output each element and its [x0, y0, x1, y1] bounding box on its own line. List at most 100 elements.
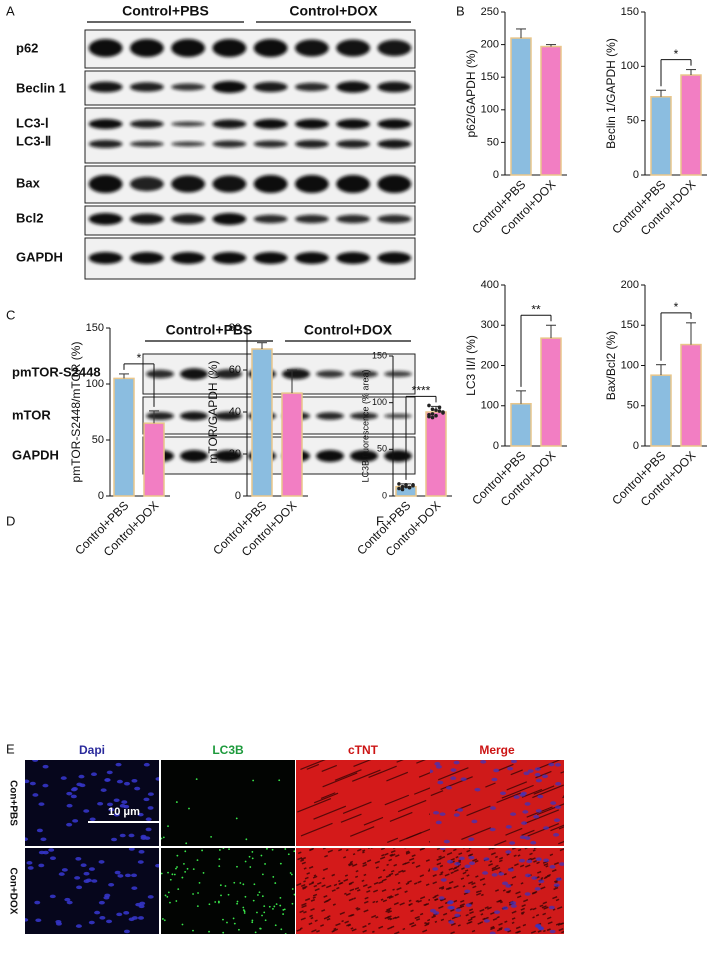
nucleus: [123, 929, 130, 934]
texture: [373, 881, 379, 885]
puncta: [222, 931, 225, 934]
nucleus: [555, 877, 562, 882]
nucleus: [524, 836, 531, 840]
nucleus: [140, 836, 147, 840]
texture: [425, 922, 430, 925]
texture: [394, 873, 399, 876]
nucleus: [75, 857, 82, 861]
puncta: [233, 881, 236, 884]
texture: [336, 886, 340, 890]
band: [180, 368, 208, 380]
row-label: GAPDH: [16, 249, 63, 264]
nucleus: [491, 873, 498, 877]
bar: [281, 392, 303, 497]
band: [212, 81, 247, 93]
texture: [443, 912, 448, 916]
puncta: [184, 870, 187, 873]
data-point: [434, 408, 438, 412]
nucleus: [450, 776, 457, 781]
band: [129, 39, 164, 57]
texture: [533, 860, 537, 863]
nucleus: [137, 916, 144, 920]
texture: [408, 899, 412, 902]
nucleus: [549, 929, 556, 934]
puncta: [243, 912, 246, 914]
puncta: [188, 807, 190, 810]
group-label: Control+DOX: [304, 322, 393, 338]
texture: [338, 848, 343, 852]
data-point: [407, 485, 412, 490]
nucleus: [522, 810, 529, 814]
puncta: [256, 911, 258, 914]
texture: [308, 922, 313, 926]
texture: [558, 840, 564, 845]
texture: [344, 874, 349, 877]
band: [212, 252, 247, 264]
texture: [425, 883, 430, 887]
y-tick-label: 0: [633, 169, 639, 181]
texture: [394, 931, 400, 934]
y-tick-label: 100: [86, 378, 104, 390]
puncta: [253, 883, 256, 886]
texture: [485, 782, 496, 788]
texture: [542, 912, 547, 916]
puncta: [227, 893, 230, 896]
texture: [432, 881, 438, 885]
texture: [393, 863, 398, 867]
nucleus: [74, 876, 81, 880]
nucleus: [505, 850, 512, 854]
texture: [380, 848, 386, 851]
puncta: [169, 901, 171, 904]
puncta: [289, 872, 292, 874]
texture: [530, 930, 537, 934]
texture: [450, 908, 455, 912]
texture: [543, 876, 548, 880]
texture: [389, 917, 393, 921]
texture: [455, 855, 459, 859]
texture: [370, 848, 374, 849]
bar: [650, 374, 672, 447]
nucleus: [434, 762, 441, 766]
texture: [522, 923, 527, 927]
puncta: [236, 902, 238, 905]
texture: [439, 872, 443, 876]
band: [384, 450, 412, 462]
nucleus: [453, 760, 460, 765]
bar: [680, 74, 702, 176]
texture: [560, 771, 564, 774]
bar: [650, 96, 672, 176]
nucleus: [507, 868, 514, 872]
panel-label: F: [376, 513, 384, 528]
nucleus: [42, 783, 49, 788]
nucleus: [541, 774, 548, 779]
nucleus: [49, 894, 56, 899]
texture: [348, 913, 354, 918]
nucleus: [42, 850, 49, 855]
texture: [331, 873, 336, 877]
y-tick-label: 50: [92, 434, 104, 446]
band: [88, 213, 123, 225]
texture: [459, 903, 465, 907]
band: [171, 39, 206, 57]
row-label: mTOR: [12, 407, 51, 422]
puncta: [167, 891, 170, 894]
texture: [505, 827, 523, 836]
texture: [474, 860, 479, 863]
nucleus: [468, 855, 475, 860]
texture: [297, 851, 302, 855]
puncta: [162, 918, 164, 920]
texture: [434, 920, 438, 923]
texture: [487, 906, 492, 910]
puncta: [201, 849, 203, 852]
column-label: Dapi: [79, 743, 105, 757]
texture: [405, 882, 410, 885]
nucleus: [29, 781, 36, 786]
nucleus: [549, 865, 556, 869]
texture: [299, 927, 303, 930]
band: [171, 175, 206, 193]
texture: [351, 863, 358, 867]
texture: [322, 877, 325, 880]
texture: [415, 864, 421, 868]
band: [253, 140, 288, 148]
texture: [515, 926, 521, 930]
